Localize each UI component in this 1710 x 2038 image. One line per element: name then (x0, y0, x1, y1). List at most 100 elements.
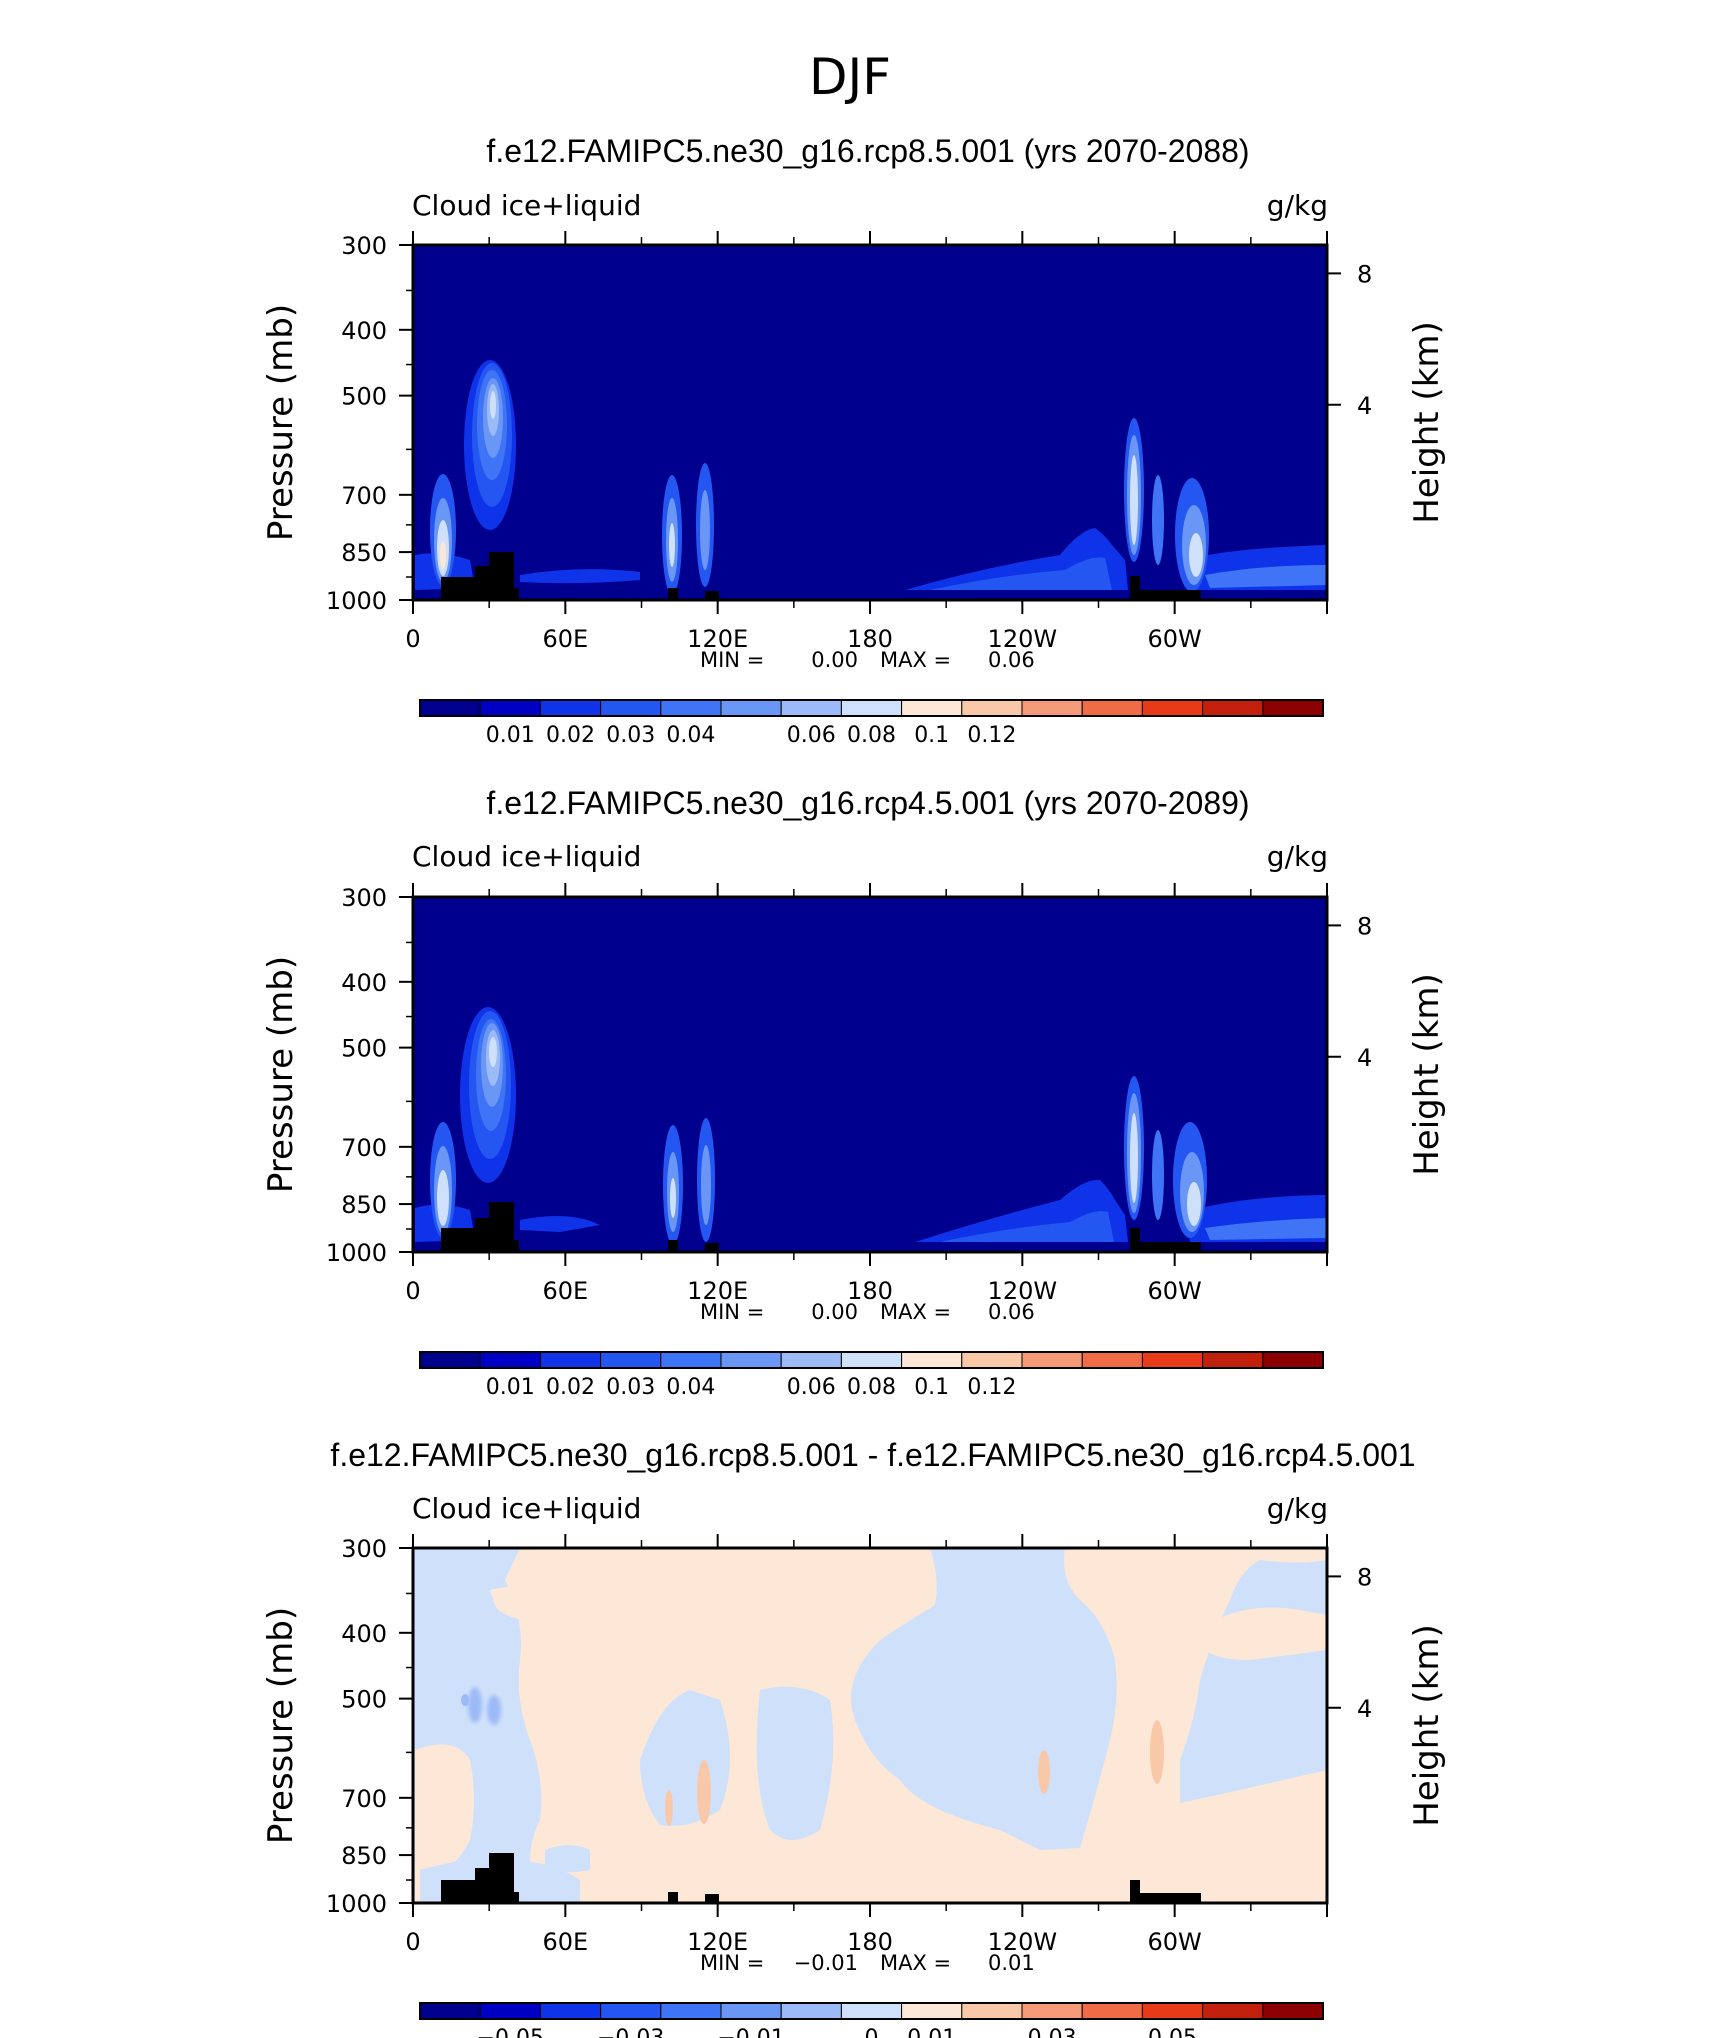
max-label: MAX = (880, 648, 951, 672)
colorbar-segment (1081, 699, 1143, 717)
min-value: 0.00 (811, 648, 858, 672)
colorbar-segment (1262, 1351, 1324, 1369)
colorbar-segment (961, 1351, 1023, 1369)
colorbar-frame (419, 2002, 1324, 2020)
colorbar-segment (901, 2002, 963, 2020)
colorbar-segment (479, 699, 541, 717)
colorbar-tick-label: −0.03 (597, 2026, 664, 2038)
cloud-contours (415, 1007, 1327, 1245)
y-right-axis-title: Height (km) (1407, 321, 1447, 524)
max-value: 0.06 (988, 648, 1035, 672)
y-tick-label: 700 (341, 1134, 387, 1162)
panel-2: f.e12.FAMIPC5.ne30_g16.rcp4.5.001 (yrs 2… (411, 785, 1329, 1254)
y-tick-label: 1000 (326, 1890, 387, 1918)
x-tick-label: 120W (988, 1277, 1058, 1305)
colorbar-tick-label: 0.1 (914, 1375, 949, 1400)
x-tick-label: 60E (542, 1277, 588, 1305)
colorbar-segment (1262, 699, 1324, 717)
x-tick-label: 0 (405, 1928, 420, 1956)
max-value: 0.01 (988, 1951, 1035, 1975)
y-right-axis-title: Height (km) (1407, 1624, 1447, 1827)
panel-1: f.e12.FAMIPC5.ne30_g16.rcp8.5.001 (yrs 2… (411, 133, 1329, 602)
y-tick-label: 300 (341, 884, 387, 912)
colorbar-segment (1262, 2002, 1324, 2020)
colorbar-tick-label: 0.08 (847, 723, 896, 748)
colorbar-segment (901, 1351, 963, 1369)
panel-title: f.e12.FAMIPC5.ne30_g16.rcp4.5.001 (yrs 2… (486, 785, 1249, 821)
colorbar-tick-label: 0.01 (486, 723, 535, 748)
colorbar-tick-label: 0.06 (787, 723, 836, 748)
units-label: g/kg (1267, 840, 1328, 873)
x-tick-label: 60E (542, 625, 588, 653)
colorbar-tick-label: 0.06 (787, 1375, 836, 1400)
colorbar-tick-label: −0.05 (477, 2026, 544, 2038)
y-tick-label: 400 (341, 317, 387, 345)
colorbar-tick-label: 0.05 (1148, 2026, 1197, 2038)
y-tick-label: 500 (341, 383, 387, 411)
x-tick-label: 120E (687, 1928, 748, 1956)
topography-mask (441, 1853, 1201, 1903)
y-right-tick-label: 8 (1357, 260, 1372, 288)
variable-label: Cloud ice+liquid (412, 840, 641, 873)
colorbar-segment (840, 1351, 903, 1369)
min-label: MIN = (700, 648, 764, 672)
colorbar-segment (419, 1351, 481, 1369)
y-right-tick-label: 4 (1357, 1695, 1372, 1723)
y-tick-label: 700 (341, 482, 387, 510)
x-tick-label: 120W (988, 625, 1058, 653)
x-tick-label: 120E (687, 1277, 748, 1305)
panel-title: f.e12.FAMIPC5.ne30_g16.rcp8.5.001 (yrs 2… (486, 133, 1249, 169)
min-value: 0.00 (811, 1300, 858, 1324)
colorbar-segment (780, 699, 842, 717)
colorbar-segment (840, 699, 903, 717)
x-tick-label: 60W (1148, 1928, 1202, 1956)
colorbar-frame (419, 699, 1324, 717)
min-value: −0.01 (794, 1951, 858, 1975)
min-label: MIN = (700, 1300, 764, 1324)
colorbar-segment (1141, 2002, 1204, 2020)
y-tick-label: 700 (341, 1785, 387, 1813)
colorbar-tick-label: 0.04 (666, 1375, 715, 1400)
x-tick-label: 180 (847, 1277, 893, 1305)
x-tick-label: 60W (1148, 625, 1202, 653)
x-tick-label: 0 (405, 625, 420, 653)
topography-mask (441, 552, 1201, 600)
y-right-tick-label: 4 (1357, 392, 1372, 420)
colorbar-tick-label: −0.01 (717, 2026, 784, 2038)
colorbar-segment (600, 1351, 662, 1369)
colorbar-tick-label: 0.03 (606, 723, 655, 748)
colorbar-tick-label: 0.12 (967, 1375, 1016, 1400)
colorbar-segment (1141, 1351, 1204, 1369)
colorbar-segment (1202, 2002, 1264, 2020)
y-right-tick-label: 4 (1357, 1044, 1372, 1072)
colorbar-segment (419, 699, 481, 717)
variable-label: Cloud ice+liquid (412, 1492, 641, 1525)
y-tick-label: 300 (341, 232, 387, 260)
colorbar-segment (600, 2002, 662, 2020)
colorbar-tick-label: 0.01 (486, 1375, 535, 1400)
y-axis-title: Pressure (mb) (261, 304, 301, 541)
colorbar-segment (1081, 2002, 1143, 2020)
colorbar-segment (720, 2002, 782, 2020)
y-axis-title: Pressure (mb) (261, 1607, 301, 1844)
y-tick-label: 850 (341, 1191, 387, 1219)
units-label: g/kg (1267, 1492, 1328, 1525)
colorbar-tick-label: 0.03 (1028, 2026, 1077, 2038)
y-tick-label: 1000 (326, 1239, 387, 1267)
y-axis-title: Pressure (mb) (261, 956, 301, 1193)
colorbar-segment (419, 2002, 481, 2020)
x-tick-label: 120E (687, 625, 748, 653)
colorbar-segment (780, 2002, 842, 2020)
cloud-contours (415, 360, 1327, 595)
y-tick-label: 500 (341, 1035, 387, 1063)
colorbar-segment (1141, 699, 1204, 717)
y-right-axis-title: Height (km) (1407, 973, 1447, 1176)
units-label: g/kg (1267, 189, 1328, 222)
colorbar-segment (780, 1351, 842, 1369)
y-right-tick-label: 8 (1357, 1563, 1372, 1591)
colorbar-frame (419, 1351, 1324, 1369)
colorbar-segment (660, 699, 722, 717)
max-value: 0.06 (988, 1300, 1035, 1324)
